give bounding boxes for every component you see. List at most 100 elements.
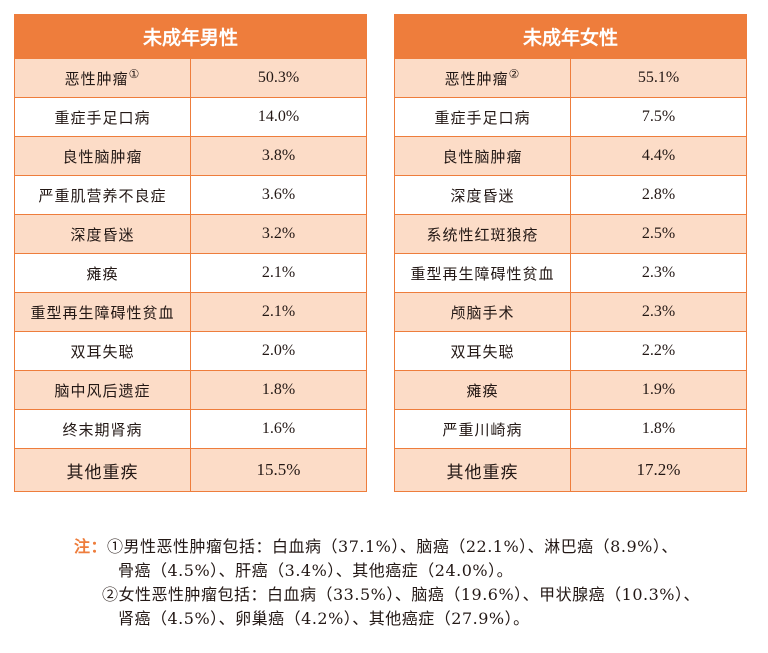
disease-name: 重型再生障碍性贫血 [30,303,175,322]
table-row: 脑中风后遗症 1.8% [14,370,367,410]
table-row: 重症手足口病 14.0% [14,97,367,137]
footnote-label: 注： [74,537,108,556]
female-table-title: 未成年女性 [394,14,747,59]
disease-name: 重症手足口病 [54,108,151,127]
table-row: 严重肌营养不良症 3.6% [14,175,367,215]
disease-name-cell: 重症手足口病 [394,97,571,137]
disease-name-cell: 恶性肿瘤② [394,58,571,98]
table-row: 恶性肿瘤① 50.3% [14,58,367,98]
disease-name-cell: 良性脑肿瘤 [394,136,571,176]
footnote-marker: ① [128,66,141,81]
table-row: 其他重疾 15.5% [14,448,367,492]
percentage-cell: 2.2% [570,331,747,371]
male-table: 未成年男性 恶性肿瘤① 50.3% 重症手足口病 14.0% 良性脑肿瘤 3.8% 严重肌营… [14,14,367,492]
disease-name-cell: 其他重疾 [394,448,571,492]
disease-name-cell: 系统性红斑狼疮 [394,214,571,254]
disease-name: 瘫痪 [466,381,499,400]
percentage-cell: 14.0% [190,97,367,137]
percentage-cell: 4.4% [570,136,747,176]
disease-name-cell: 瘫痪 [14,253,191,293]
percentage-cell: 2.8% [570,175,747,215]
male-table-title: 未成年男性 [14,14,367,59]
percentage-cell: 17.2% [570,448,747,492]
disease-name-cell: 严重肌营养不良症 [14,175,191,215]
disease-name: 良性脑肿瘤 [442,147,523,166]
disease-name: 其他重疾 [446,462,519,483]
disease-name: 瘫痪 [86,264,119,283]
disease-name: 双耳失聪 [70,342,135,361]
disease-name-cell: 良性脑肿瘤 [14,136,191,176]
footnote-line: 注：①男性恶性肿瘤包括：白血病（37.1%）、脑癌（22.1%）、淋巴癌（8.9… [74,535,764,559]
table-row: 瘫痪 1.9% [394,370,747,410]
table-row: 严重川崎病 1.8% [394,409,747,449]
disease-name: 深度昏迷 [450,186,515,205]
percentage-cell: 3.8% [190,136,367,176]
percentage-cell: 2.3% [570,253,747,293]
disease-name-cell: 双耳失聪 [394,331,571,371]
disease-name: 恶性肿瘤 [64,69,129,88]
disease-name-cell: 颅脑手术 [394,292,571,332]
percentage-cell: 1.9% [570,370,747,410]
disease-name: 重症手足口病 [434,108,531,127]
disease-name-cell: 深度昏迷 [394,175,571,215]
percentage-cell: 2.5% [570,214,747,254]
percentage-cell: 15.5% [190,448,367,492]
percentage-cell: 2.3% [570,292,747,332]
disease-name: 严重川崎病 [442,420,523,439]
disease-name: 严重肌营养不良症 [38,186,167,205]
table-row: 深度昏迷 3.2% [14,214,367,254]
disease-name-cell: 深度昏迷 [14,214,191,254]
disease-name-cell: 严重川崎病 [394,409,571,449]
disease-name: 颅脑手术 [450,303,515,322]
disease-name: 重型再生障碍性贫血 [410,264,555,283]
percentage-cell: 2.1% [190,253,367,293]
table-row: 深度昏迷 2.8% [394,175,747,215]
female-table: 未成年女性 恶性肿瘤② 55.1% 重症手足口病 7.5% 良性脑肿瘤 4.4% 深度昏迷 2… [394,14,747,492]
disease-name: 恶性肿瘤 [444,69,509,88]
percentage-cell: 50.3% [190,58,367,98]
table-row: 重型再生障碍性贫血 2.1% [14,292,367,332]
disease-name-cell: 重型再生障碍性贫血 [14,292,191,332]
table-row: 双耳失聪 2.2% [394,331,747,371]
table-row: 系统性红斑狼疮 2.5% [394,214,747,254]
disease-name-cell: 终末期肾病 [14,409,191,449]
table-row: 重症手足口病 7.5% [394,97,747,137]
percentage-cell: 2.1% [190,292,367,332]
disease-name-cell: 重型再生障碍性贫血 [394,253,571,293]
disease-name-cell: 重症手足口病 [14,97,191,137]
percentage-cell: 1.6% [190,409,367,449]
table-row: 双耳失聪 2.0% [14,331,367,371]
disease-name-cell: 双耳失聪 [14,331,191,371]
disease-name-cell: 脑中风后遗症 [14,370,191,410]
table-row: 瘫痪 2.1% [14,253,367,293]
table-row: 颅脑手术 2.3% [394,292,747,332]
percentage-cell: 7.5% [570,97,747,137]
disease-name: 终末期肾病 [62,420,143,439]
table-row: 恶性肿瘤② 55.1% [394,58,747,98]
percentage-cell: 3.6% [190,175,367,215]
disease-name: 脑中风后遗症 [54,381,151,400]
disease-name: 良性脑肿瘤 [62,147,143,166]
percentage-cell: 55.1% [570,58,747,98]
disease-name: 双耳失聪 [450,342,515,361]
percentage-cell: 2.0% [190,331,367,371]
male-table-body: 恶性肿瘤① 50.3% 重症手足口病 14.0% 良性脑肿瘤 3.8% 严重肌营养不良症 3.… [14,58,367,492]
footnotes: 注：①男性恶性肿瘤包括：白血病（37.1%）、脑癌（22.1%）、淋巴癌（8.9… [74,535,764,631]
table-row: 良性脑肿瘤 3.8% [14,136,367,176]
disease-name: 系统性红斑狼疮 [426,225,539,244]
disease-name: 其他重疾 [66,462,139,483]
disease-name-cell: 瘫痪 [394,370,571,410]
disease-name-cell: 恶性肿瘤① [14,58,191,98]
footnote-marker: ② [508,66,521,81]
table-row: 其他重疾 17.2% [394,448,747,492]
female-table-body: 恶性肿瘤② 55.1% 重症手足口病 7.5% 良性脑肿瘤 4.4% 深度昏迷 2.8% 系统性… [394,58,747,492]
disease-name: 深度昏迷 [70,225,135,244]
footnote-2-line-2: 肾癌（4.5%）、卵巢癌（4.2%）、其他癌症（27.9%）。 [118,609,530,628]
table-row: 终末期肾病 1.6% [14,409,367,449]
disease-name-cell: 其他重疾 [14,448,191,492]
percentage-cell: 1.8% [570,409,747,449]
table-row: 重型再生障碍性贫血 2.3% [394,253,747,293]
percentage-cell: 1.8% [190,370,367,410]
footnote-1-line-2: 骨癌（4.5%）、肝癌（3.4%）、其他癌症（24.0%）。 [118,561,514,580]
table-row: 良性脑肿瘤 4.4% [394,136,747,176]
